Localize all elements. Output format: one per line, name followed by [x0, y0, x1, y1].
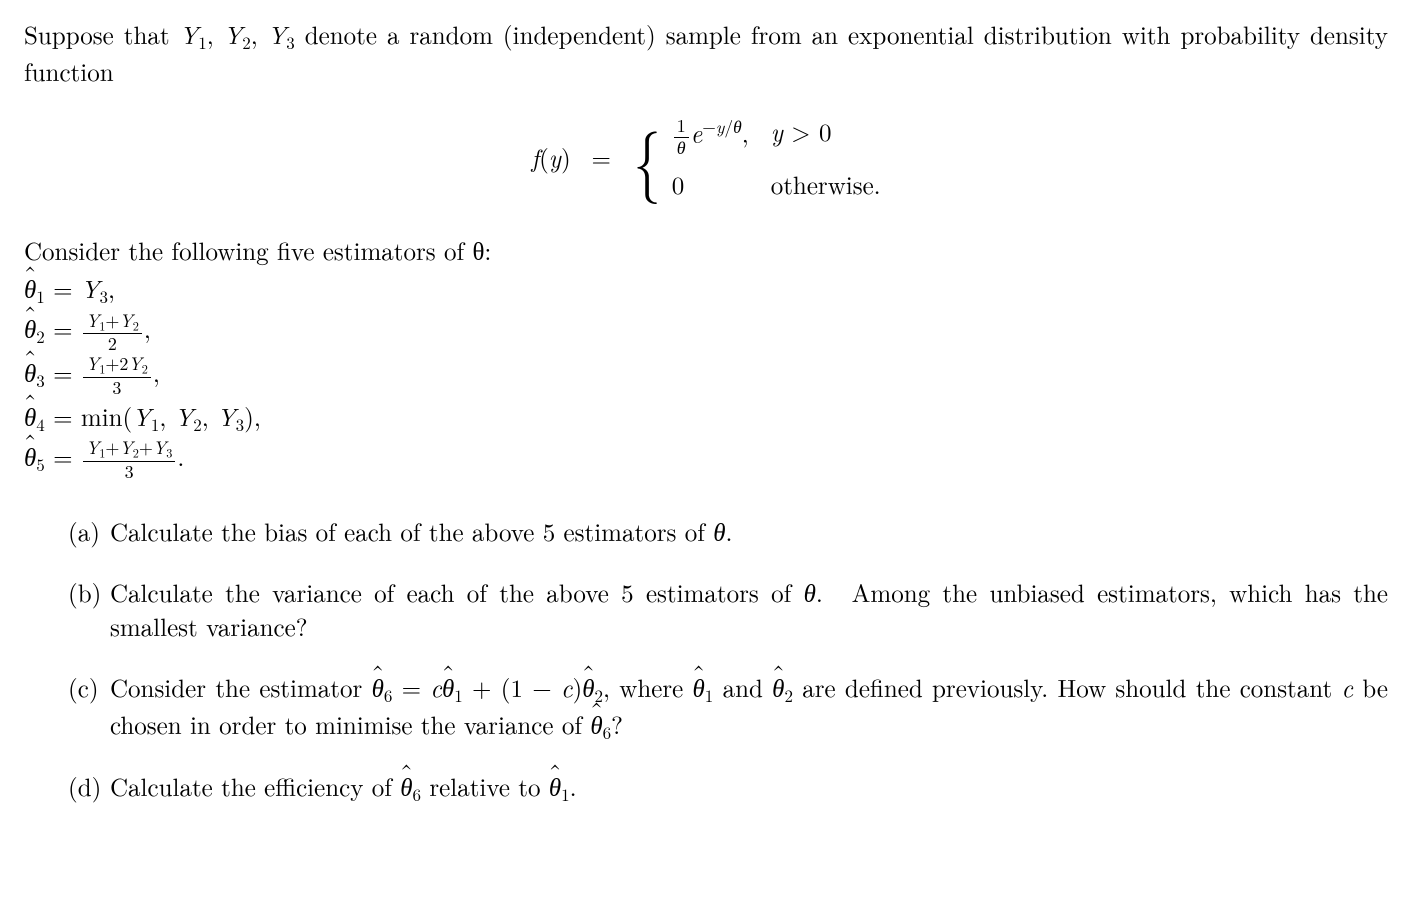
estimator-list: Consider the following five estimators o… — [24, 232, 1388, 481]
case2-cond: otherwise. — [771, 168, 881, 203]
part-b-marker: (b) — [68, 576, 101, 611]
part-d-marker: (d) — [68, 770, 101, 805]
part-b: (b) Calculate the variance of each of th… — [68, 576, 1388, 645]
part-a: (a) Calculate the bias of each of the ab… — [68, 515, 1388, 550]
consider-line: Consider the following five estimators o… — [24, 232, 1388, 270]
part-a-marker: (a) — [68, 515, 100, 550]
parts-list: (a) Calculate the bias of each of the ab… — [68, 515, 1388, 806]
part-c: (c) Consider the estimator θ6 = cθ1 + (1… — [68, 671, 1388, 744]
case2-expr: 0 — [672, 168, 749, 203]
part-d: (d) Calculate the efficiency of θ6 relat… — [68, 770, 1388, 807]
pdf-equation: f(y) = { 1θe−y/θ, y > 0 0 otherwise. — [24, 115, 1388, 202]
intro-paragraph: Suppose that Y1, Y2, Y3 denote a random … — [24, 18, 1388, 89]
part-c-marker: (c) — [68, 671, 99, 706]
